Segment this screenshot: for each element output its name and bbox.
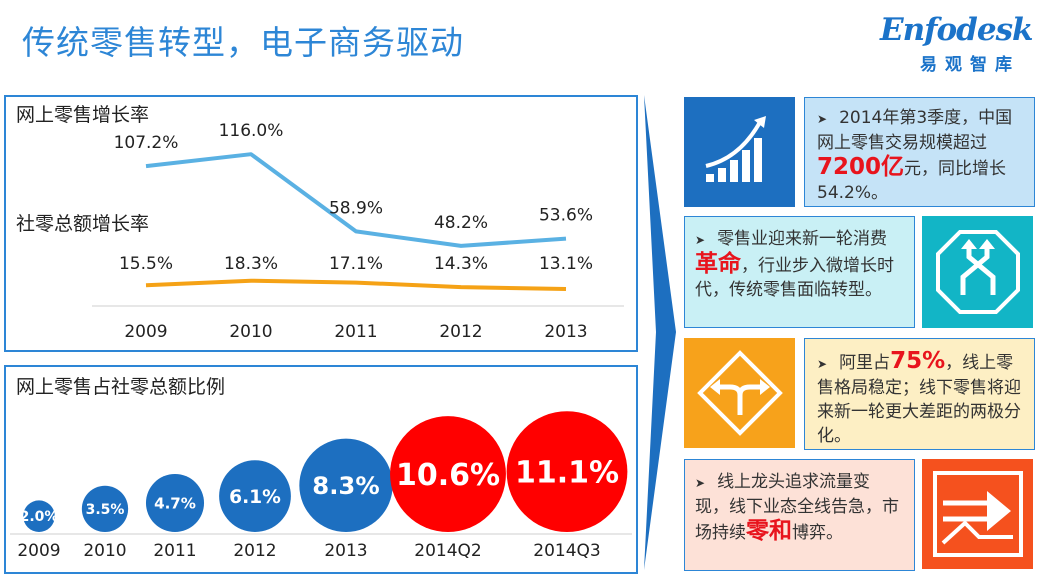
x-tick-label: 2009 (17, 541, 60, 561)
x-tick-label: 2012 (439, 322, 482, 342)
bubble (299, 438, 393, 532)
x-tick-label: 2013 (544, 322, 587, 342)
direction-arrow-icon (922, 459, 1033, 569)
logo-text-en: Enfodesk (880, 12, 1034, 48)
share-panel: 网上零售占社零总额比例 2.0% 2009 3.5% 2010 4.7% 2011 6.1%… (4, 365, 638, 574)
share-chart-title: 网上零售占社零总额比例 (16, 376, 225, 398)
data-label: 18.3% (224, 254, 278, 274)
data-label: 13.1% (539, 254, 593, 274)
growth-rate-panel: 网上零售增长率 社零总额增长率 107.2% 116.0% 58.9% 48.2% 53… (4, 95, 638, 352)
merge-arrows-icon (922, 216, 1033, 328)
bubble-label: 11.1% (515, 455, 619, 490)
series-line-1 (145, 152, 567, 248)
card-2-text: ➤ 零售业迎来新一轮消费革命，行业步入微增长时代，传统零售面临转型。 (695, 229, 894, 300)
bubble (390, 416, 506, 532)
series-line-2 (145, 278, 567, 291)
logo-text-cn: 易观智库 (920, 55, 1020, 75)
x-tick-label: 2009 (124, 322, 167, 342)
x-tick-label: 2014Q3 (533, 541, 600, 561)
enfodesk-logo: Enfodesk 易观智库 (880, 12, 1036, 75)
bubble (145, 473, 205, 532)
split-sign-icon (684, 338, 795, 448)
x-tick-label: 2011 (334, 322, 377, 342)
bubble-label: 4.7% (154, 494, 196, 512)
bubble-label: 10.6% (396, 458, 500, 493)
info-card-4: ➤ 线上龙头追求流量变现，线下业态全线告急，市场持续零和博弈。 (684, 459, 915, 571)
data-label: 15.5% (119, 254, 173, 274)
info-card-3: ➤ 阿里占75%，线上零售格局稳定；线下零售将迎来新一轮更大差距的两极分化。 (804, 338, 1035, 450)
series-label-total: 社零总额增长率 (16, 213, 149, 235)
bubble (81, 485, 129, 532)
growth-rate-chart: 网上零售增长率 社零总额增长率 107.2% 116.0% 58.9% 48.2% 53… (16, 104, 624, 342)
data-label: 14.3% (434, 254, 488, 274)
growth-chart-icon (684, 97, 795, 207)
bubble-label: 8.3% (312, 471, 379, 500)
data-label: 48.2% (434, 213, 488, 233)
data-label: 58.9% (329, 198, 383, 218)
card-1-text: ➤ 2014年第3季度，中国网上零售交易规模超过7200亿元，同比增长54.2%。 (817, 108, 1013, 203)
data-label: 53.6% (539, 206, 593, 226)
transition-arrow-icon (644, 95, 676, 570)
bubble (23, 500, 55, 532)
info-card-2: ➤ 零售业迎来新一轮消费革命，行业步入微增长时代，传统零售面临转型。 (684, 216, 915, 328)
x-tick-label: 2011 (153, 541, 196, 561)
bubble-label: 2.0% (20, 509, 59, 525)
bubble-label: 3.5% (86, 502, 125, 518)
share-bubble-chart: 网上零售占社零总额比例 2.0% 2009 3.5% 2010 4.7% 2011 6.1%… (10, 376, 632, 561)
page-title: 传统零售转型，电子商务驱动 (22, 23, 464, 62)
x-tick-label: 2012 (233, 541, 276, 561)
x-tick-label: 2010 (83, 541, 126, 561)
data-label: 116.0% (219, 121, 284, 141)
data-label: 17.1% (329, 254, 383, 274)
x-tick-label: 2013 (324, 541, 367, 561)
data-label: 107.2% (114, 133, 179, 153)
info-card-1: ➤ 2014年第3季度，中国网上零售交易规模超过7200亿元，同比增长54.2%。 (804, 97, 1035, 207)
card-4-text: ➤ 线上龙头追求流量变现，线下业态全线告急，市场持续零和博弈。 (695, 472, 899, 544)
bubble-label: 6.1% (229, 487, 281, 508)
x-tick-label: 2010 (229, 322, 272, 342)
bubble (219, 460, 291, 532)
x-tick-label: 2014Q2 (414, 541, 481, 561)
series-label-online: 网上零售增长率 (16, 104, 149, 126)
card-3-text: ➤ 阿里占75%，线上零售格局稳定；线下零售将迎来新一轮更大差距的两极分化。 (817, 348, 1021, 446)
bubble (506, 411, 628, 532)
